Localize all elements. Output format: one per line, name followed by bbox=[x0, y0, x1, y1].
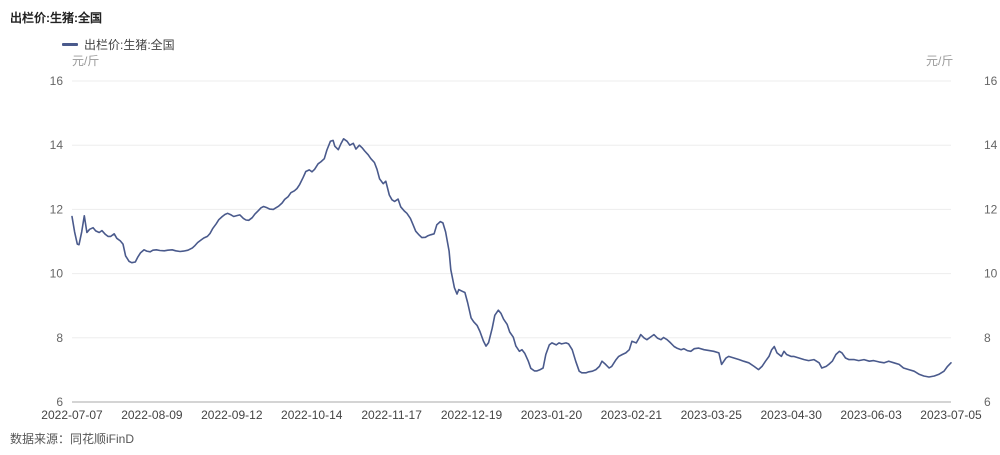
x-tick-label: 2023-04-30 bbox=[760, 408, 822, 422]
x-tick-label: 2023-02-21 bbox=[601, 408, 663, 422]
legend-line-swatch bbox=[62, 43, 78, 46]
legend-label: 出栏价:生猪:全国 bbox=[84, 38, 175, 52]
x-tick-label: 2023-01-20 bbox=[521, 408, 583, 422]
x-tick-label: 2023-06-03 bbox=[840, 408, 902, 422]
price-series-line bbox=[71, 138, 952, 378]
y-axis-unit-left: 元/斤 bbox=[72, 54, 100, 68]
x-tick-label: 2022-09-12 bbox=[201, 408, 263, 422]
y-tick-label-right: 16 bbox=[984, 74, 998, 88]
y-tick-label-left: 16 bbox=[50, 74, 64, 88]
y-tick-label-right: 12 bbox=[984, 202, 998, 216]
legend: 出栏价:生猪:全国 bbox=[62, 36, 175, 53]
y-axis-unit-right: 元/斤 bbox=[926, 54, 954, 68]
y-tick-label-right: 8 bbox=[984, 331, 991, 345]
y-tick-label-right: 10 bbox=[984, 267, 998, 281]
x-tick-label: 2022-12-19 bbox=[441, 408, 503, 422]
y-tick-label-left: 14 bbox=[50, 138, 64, 152]
x-tick-label: 2022-10-14 bbox=[281, 408, 343, 422]
page-title: 出栏价:生猪:全国 bbox=[10, 11, 102, 25]
y-tick-label-left: 12 bbox=[50, 202, 64, 216]
x-tick-label: 2022-07-07 bbox=[41, 408, 103, 422]
y-tick-label-left: 6 bbox=[56, 395, 63, 409]
y-tick-label-left: 10 bbox=[50, 267, 64, 281]
y-tick-label-right: 14 bbox=[984, 138, 998, 152]
x-tick-label: 2023-03-25 bbox=[681, 408, 743, 422]
x-tick-label: 2022-11-17 bbox=[361, 408, 422, 422]
y-tick-label-right: 6 bbox=[984, 395, 991, 409]
x-tick-label: 2023-07-05 bbox=[920, 408, 982, 422]
data-source-note: 数据来源：同花顺iFinD bbox=[10, 432, 135, 446]
x-tick-label: 2022-08-09 bbox=[121, 408, 183, 422]
y-tick-label-left: 8 bbox=[56, 331, 63, 345]
